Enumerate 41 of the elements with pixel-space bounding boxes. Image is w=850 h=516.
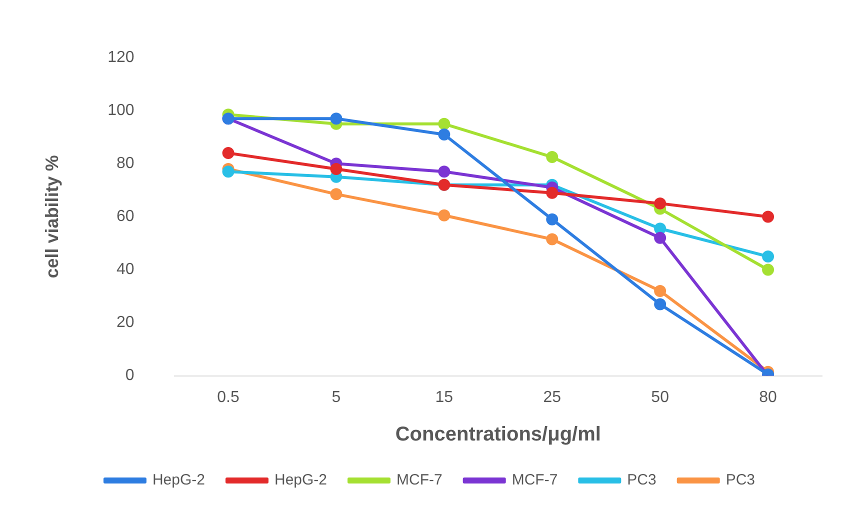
x-tick-label: 5	[332, 388, 341, 406]
x-tick-label: 50	[651, 388, 670, 406]
point	[330, 188, 342, 200]
legend-label: HepG-2	[274, 472, 328, 489]
point	[438, 209, 450, 222]
y-tick-label: 0	[125, 367, 134, 384]
legend-label: PC3	[726, 472, 756, 489]
point	[654, 197, 666, 210]
y-tick-label: 80	[116, 155, 134, 172]
point	[654, 298, 666, 310]
point	[546, 233, 558, 246]
point	[762, 210, 774, 223]
point	[330, 112, 342, 125]
point	[654, 284, 666, 297]
y-axis-title: cell viability %	[42, 155, 62, 278]
y-tick-label: 100	[108, 102, 134, 120]
x-tick-label: 15	[435, 388, 454, 406]
legend-label: MCF-7	[396, 472, 442, 489]
y-tick-label: 20	[116, 314, 134, 332]
y-tick-label: 60	[116, 208, 134, 226]
point	[762, 250, 774, 262]
point	[330, 162, 342, 175]
point	[654, 232, 666, 244]
x-tick-label: 0.5	[217, 388, 240, 406]
point	[438, 166, 450, 178]
point	[438, 118, 450, 130]
legend-label: MCF-7	[512, 472, 558, 489]
y-tick-label: 40	[116, 261, 134, 278]
y-tick-label: 120	[108, 49, 134, 66]
point	[438, 128, 450, 140]
point	[762, 264, 774, 276]
point	[222, 147, 234, 160]
point	[546, 186, 558, 199]
x-tick-label: 25	[543, 388, 562, 406]
point	[546, 213, 558, 226]
legend-label: HepG-2	[152, 472, 205, 489]
x-tick-label: 80	[759, 388, 778, 406]
point	[222, 166, 234, 178]
x-axis-title: Concentrations/μg/ml	[395, 424, 601, 446]
point	[546, 151, 558, 164]
legend-label: PC3	[627, 472, 656, 489]
